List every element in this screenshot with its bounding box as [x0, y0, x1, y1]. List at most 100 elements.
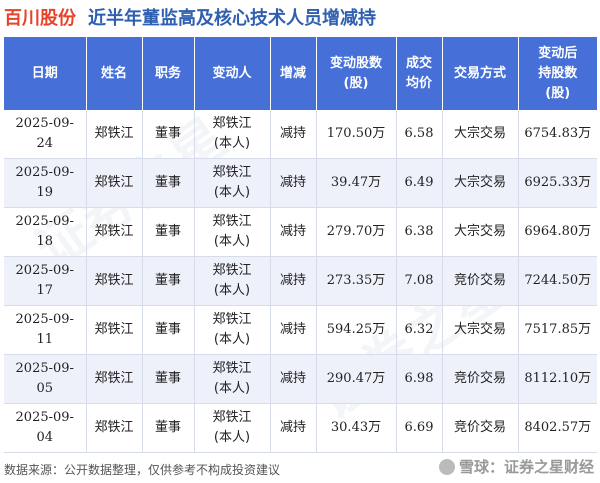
cell-role: 董事: [142, 256, 195, 306]
cell-change: 减持: [270, 256, 317, 306]
cell-shares: 273.35万: [316, 256, 397, 306]
cell-after: 8112.10万: [518, 354, 597, 404]
table-row: 2025-09-05 郑铁江 董事 郑铁江 (本人) 减持 290.47万 6.98 竞价交易 8…: [4, 354, 597, 404]
cell-shares: 170.50万: [316, 110, 397, 159]
brand-watermark: 雪球：证券之星财经: [438, 456, 594, 477]
cell-price: 6.69: [396, 403, 443, 453]
column-header: 职务: [142, 37, 195, 110]
cell-method: 竞价交易: [442, 256, 519, 306]
title-bar: 百川股份 近半年董监高及核心技术人员增减持: [0, 0, 600, 34]
cell-actor: 郑铁江 (本人): [194, 403, 271, 453]
cell-role: 董事: [142, 354, 195, 404]
cell-role: 董事: [142, 207, 195, 257]
cell-shares: 594.25万: [316, 305, 397, 355]
cell-method: 大宗交易: [442, 110, 519, 159]
cell-change: 减持: [270, 110, 317, 159]
actor-note: (本人): [213, 185, 251, 200]
cell-name: 郑铁江: [86, 354, 143, 404]
cell-change: 减持: [270, 158, 317, 208]
actor-name: 郑铁江: [212, 410, 252, 425]
cell-method: 大宗交易: [442, 158, 519, 208]
snowball-logo-icon: [438, 458, 455, 475]
cell-price: 6.98: [396, 354, 443, 404]
cell-role: 董事: [142, 158, 195, 208]
cell-shares: 39.47万: [316, 158, 397, 208]
actor-note: (本人): [213, 136, 251, 151]
cell-after: 6964.80万: [518, 207, 597, 257]
cell-name: 郑铁江: [86, 403, 143, 453]
holdings-change-table: 日期 姓名 职务 变动人 增减 变动股数 (股) 成交 均价 交易方式 变动后 持股数 (股) 2025…: [4, 37, 597, 453]
cell-method: 大宗交易: [442, 207, 519, 257]
data-source-note: 数据来源：公开数据整理，仅供参考不构成投资建议: [4, 463, 281, 477]
cell-date: 2025-09-05: [4, 354, 87, 404]
actor-note: (本人): [213, 283, 251, 298]
cell-shares: 279.70万: [316, 207, 397, 257]
cell-shares: 290.47万: [316, 354, 397, 404]
column-header: 日期: [4, 37, 87, 110]
cell-method: 竞价交易: [442, 354, 519, 404]
cell-role: 董事: [142, 403, 195, 453]
column-header: 变动人: [194, 37, 271, 110]
cell-change: 减持: [270, 207, 317, 257]
column-header: 变动后 持股数 (股): [518, 37, 597, 110]
table-row: 2025-09-18 郑铁江 董事 郑铁江 (本人) 减持 279.70万 6.38 大宗交易 6…: [4, 207, 597, 257]
cell-after: 6754.83万: [518, 110, 597, 159]
cell-change: 减持: [270, 354, 317, 404]
cell-date: 2025-09-24: [4, 110, 87, 159]
cell-date: 2025-09-04: [4, 403, 87, 453]
table-row: 2025-09-24 郑铁江 董事 郑铁江 (本人) 减持 170.50万 6.58 大宗交易 6…: [4, 110, 597, 159]
actor-name: 郑铁江: [212, 165, 252, 180]
cell-actor: 郑铁江 (本人): [194, 158, 271, 208]
cell-name: 郑铁江: [86, 305, 143, 355]
cell-shares: 30.43万: [316, 403, 397, 453]
cell-date: 2025-09-11: [4, 305, 87, 355]
cell-actor: 郑铁江 (本人): [194, 256, 271, 306]
brand-watermark-text: 雪球：证券之星财经: [458, 458, 594, 476]
cell-role: 董事: [142, 305, 195, 355]
table-row: 2025-09-11 郑铁江 董事 郑铁江 (本人) 减持 594.25万 6.32 大宗交易 7…: [4, 305, 597, 355]
cell-price: 6.32: [396, 305, 443, 355]
actor-name: 郑铁江: [212, 263, 252, 278]
cell-price: 7.08: [396, 256, 443, 306]
cell-after: 8402.57万: [518, 403, 597, 453]
actor-note: (本人): [213, 234, 251, 249]
cell-actor: 郑铁江 (本人): [194, 305, 271, 355]
cell-name: 郑铁江: [86, 110, 143, 159]
table-header-row: 日期 姓名 职务 变动人 增减 变动股数 (股) 成交 均价 交易方式 变动后 持股数 (股): [4, 37, 597, 110]
table-row: 2025-09-17 郑铁江 董事 郑铁江 (本人) 减持 273.35万 7.08 竞价交易 7…: [4, 256, 597, 306]
table-row: 2025-09-19 郑铁江 董事 郑铁江 (本人) 减持 39.47万 6.49 大宗交易 69…: [4, 158, 597, 208]
company-name: 百川股份: [4, 8, 76, 29]
cell-after: 7244.50万: [518, 256, 597, 306]
column-header: 变动股数 (股): [316, 37, 397, 110]
cell-method: 竞价交易: [442, 403, 519, 453]
cell-name: 郑铁江: [86, 158, 143, 208]
cell-actor: 郑铁江 (本人): [194, 207, 271, 257]
cell-price: 6.58: [396, 110, 443, 159]
cell-name: 郑铁江: [86, 256, 143, 306]
column-header: 姓名: [86, 37, 143, 110]
cell-date: 2025-09-18: [4, 207, 87, 257]
cell-after: 7517.85万: [518, 305, 597, 355]
actor-note: (本人): [213, 381, 251, 396]
table-row: 2025-09-04 郑铁江 董事 郑铁江 (本人) 减持 30.43万 6.69 竞价交易 84…: [4, 403, 597, 453]
actor-name: 郑铁江: [212, 214, 252, 229]
cell-after: 6925.33万: [518, 158, 597, 208]
cell-date: 2025-09-17: [4, 256, 87, 306]
page-subtitle: 近半年董监高及核心技术人员增减持: [88, 8, 376, 29]
cell-role: 董事: [142, 110, 195, 159]
cell-actor: 郑铁江 (本人): [194, 354, 271, 404]
actor-note: (本人): [213, 332, 251, 347]
actor-name: 郑铁江: [212, 116, 252, 131]
actor-note: (本人): [213, 430, 251, 445]
cell-price: 6.49: [396, 158, 443, 208]
actor-name: 郑铁江: [212, 312, 252, 327]
cell-method: 大宗交易: [442, 305, 519, 355]
cell-change: 减持: [270, 305, 317, 355]
column-header: 成交 均价: [396, 37, 443, 110]
column-header: 增减: [270, 37, 317, 110]
cell-change: 减持: [270, 403, 317, 453]
cell-actor: 郑铁江 (本人): [194, 110, 271, 159]
cell-name: 郑铁江: [86, 207, 143, 257]
cell-price: 6.38: [396, 207, 443, 257]
actor-name: 郑铁江: [212, 361, 252, 376]
